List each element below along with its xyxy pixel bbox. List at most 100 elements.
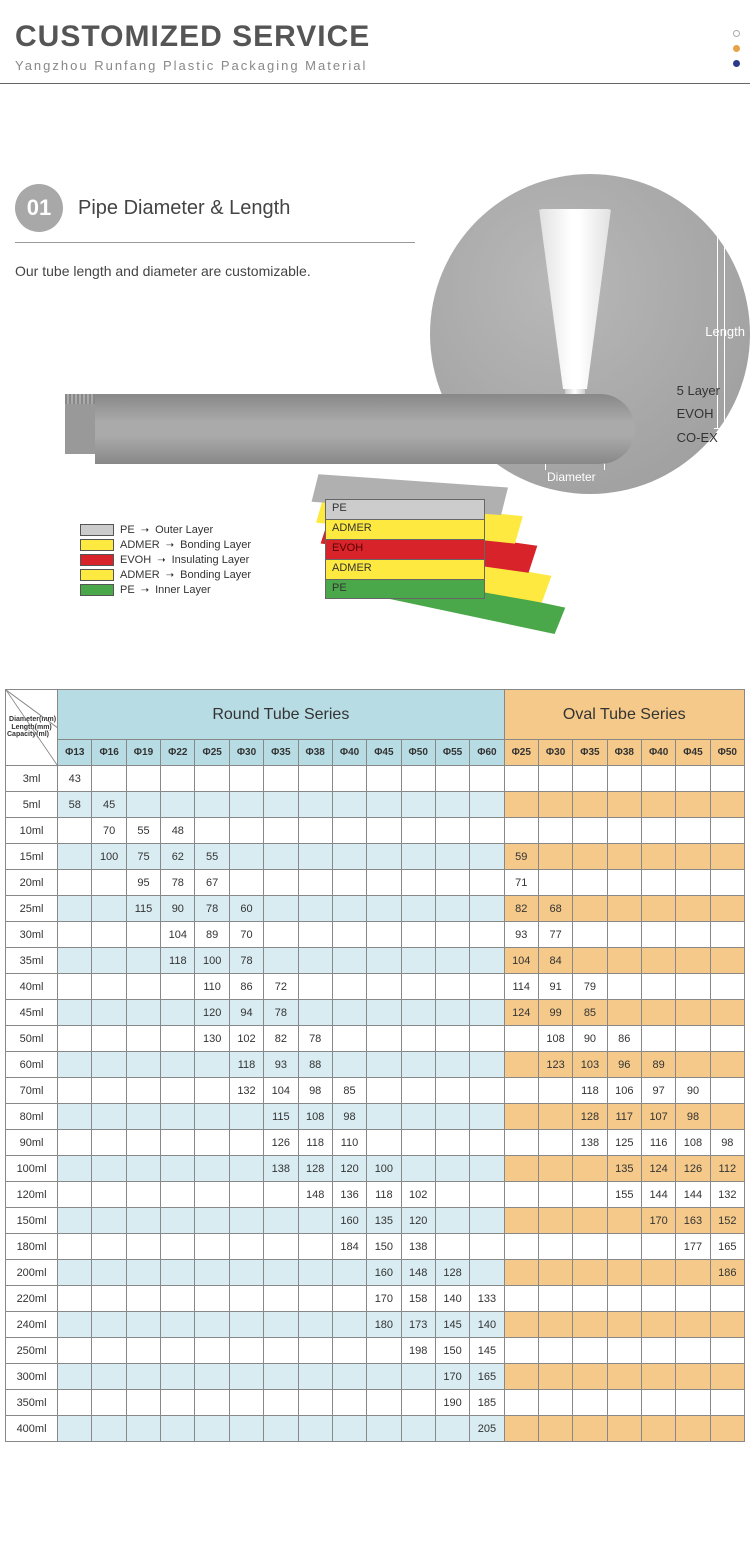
oval-cell: 89 [641, 1052, 675, 1078]
round-cell [229, 1156, 263, 1182]
round-cell: 110 [332, 1130, 366, 1156]
oval-cell: 98 [710, 1130, 744, 1156]
round-cell [367, 1390, 401, 1416]
round-cell: 184 [332, 1234, 366, 1260]
capacity-cell: 200ml [6, 1260, 58, 1286]
round-cell [58, 818, 92, 844]
round-cell [161, 1026, 195, 1052]
round-cell [92, 1260, 126, 1286]
round-cell [298, 844, 332, 870]
capacity-cell: 60ml [6, 1052, 58, 1078]
round-cell [126, 1338, 160, 1364]
round-cell [435, 870, 469, 896]
oval-cell [710, 1026, 744, 1052]
size-table-wrapper: Diameter(mm) Length(mm) Capacity(ml) Rou… [5, 689, 745, 1442]
round-cell [367, 974, 401, 1000]
round-cell [195, 1312, 229, 1338]
round-cell [126, 1390, 160, 1416]
round-cell [332, 1052, 366, 1078]
round-cell [195, 1338, 229, 1364]
capacity-cell: 70ml [6, 1078, 58, 1104]
oval-cell [573, 896, 607, 922]
round-cell [92, 870, 126, 896]
oval-cell [676, 1052, 710, 1078]
oval-cell [538, 792, 572, 818]
round-cell [161, 1156, 195, 1182]
oval-cell [573, 1364, 607, 1390]
table-row: 15ml10075625559 [6, 844, 745, 870]
round-cell [332, 948, 366, 974]
round-cell [229, 1312, 263, 1338]
round-cell: 180 [367, 1312, 401, 1338]
oval-cell [641, 792, 675, 818]
round-cell [92, 1416, 126, 1442]
round-cell [126, 1312, 160, 1338]
round-cell [58, 1390, 92, 1416]
oval-cell: 144 [676, 1182, 710, 1208]
round-cell [264, 766, 298, 792]
oval-cell: 125 [607, 1130, 641, 1156]
capacity-cell: 25ml [6, 896, 58, 922]
oval-cell [641, 1000, 675, 1026]
round-cell: 55 [195, 844, 229, 870]
round-cell [401, 896, 435, 922]
round-cell [367, 896, 401, 922]
round-cell [126, 1026, 160, 1052]
oval-cell [504, 1104, 538, 1130]
round-cell: 118 [367, 1182, 401, 1208]
round-cell [435, 1026, 469, 1052]
round-cell: 67 [195, 870, 229, 896]
oval-cell [641, 922, 675, 948]
capacity-cell: 45ml [6, 1000, 58, 1026]
round-cell [161, 1104, 195, 1130]
oval-cell [538, 1182, 572, 1208]
oval-series-header: Oval Tube Series [504, 690, 744, 740]
oval-cell [710, 1000, 744, 1026]
round-cell [264, 1234, 298, 1260]
round-cell [161, 1390, 195, 1416]
oval-cell [538, 1260, 572, 1286]
round-cell [435, 1234, 469, 1260]
oval-cell [504, 1052, 538, 1078]
round-cell [229, 792, 263, 818]
page-header: CUSTOMIZED SERVICE Yangzhou Runfang Plas… [0, 0, 750, 84]
round-cell [92, 1338, 126, 1364]
round-cell: 160 [367, 1260, 401, 1286]
table-row: 120ml148136118102155144144132 [6, 1182, 745, 1208]
capacity-cell: 350ml [6, 1390, 58, 1416]
round-cell [367, 948, 401, 974]
oval-cell [607, 1390, 641, 1416]
oval-cell [641, 870, 675, 896]
oval-cell: 132 [710, 1182, 744, 1208]
round-cell [298, 1000, 332, 1026]
round-cell [161, 974, 195, 1000]
oval-cell [710, 974, 744, 1000]
oval-cell [504, 1078, 538, 1104]
round-cell [435, 766, 469, 792]
oval-cell [573, 792, 607, 818]
round-cell [470, 1130, 504, 1156]
capacity-cell: 40ml [6, 974, 58, 1000]
oval-cell [504, 1234, 538, 1260]
table-row: 100ml138128120100135124126112 [6, 1156, 745, 1182]
oval-cell: 104 [504, 948, 538, 974]
oval-cell [676, 766, 710, 792]
round-cell [58, 922, 92, 948]
round-cell [264, 922, 298, 948]
oval-cell [573, 818, 607, 844]
round-cell: 148 [401, 1260, 435, 1286]
round-cell [470, 792, 504, 818]
round-cell [401, 844, 435, 870]
oval-cell: 97 [641, 1078, 675, 1104]
round-cell [367, 1052, 401, 1078]
round-cell [435, 1078, 469, 1104]
round-cell [195, 1260, 229, 1286]
round-cell: 160 [332, 1208, 366, 1234]
oval-cell: 116 [641, 1130, 675, 1156]
round-cell [229, 1338, 263, 1364]
table-row: 45ml12094781249985 [6, 1000, 745, 1026]
round-cell [298, 974, 332, 1000]
oval-cell [676, 1260, 710, 1286]
oval-cell [710, 1104, 744, 1130]
diameter-header: Φ25 [504, 740, 538, 766]
